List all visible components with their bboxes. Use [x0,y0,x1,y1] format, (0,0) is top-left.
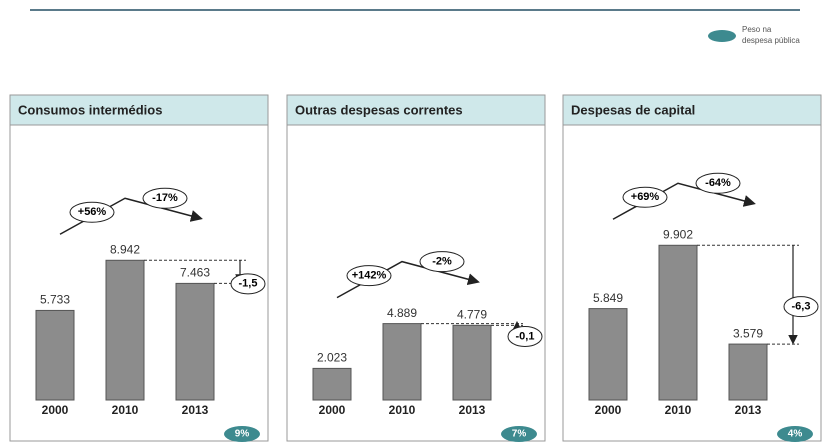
panel-header [562,94,822,126]
change-badge [419,251,465,273]
x-tick-label: 2010 [389,403,416,417]
value-label: 9.902 [663,227,693,241]
change-label: +142% [352,270,387,282]
share-badge [777,426,813,442]
panel-title: Outras despesas correntes [295,102,463,117]
share-badge [224,426,260,442]
bar [382,323,422,401]
bar [175,282,215,401]
change-label: +69% [631,191,660,203]
change-label: +56% [78,206,107,218]
arrow [59,197,203,235]
bar [452,324,492,401]
value-label: 2.023 [317,351,347,365]
bar [658,244,698,401]
value-label: 4.889 [387,306,417,320]
bar [105,259,145,401]
change-badge [69,201,115,223]
legend-label: Peso na [742,25,772,34]
x-tick-label: 2010 [665,403,692,417]
change-label: -17% [152,192,178,204]
diff-label: -6,3 [792,301,811,313]
x-tick-label: 2013 [182,403,209,417]
panel-title: Consumos intermédios [18,102,162,117]
diff-badge [783,296,819,318]
value-label: 8.942 [110,242,140,256]
panel-header [286,94,546,126]
change-badge [695,172,741,194]
legend-swatch [708,30,736,42]
x-tick-label: 2010 [112,403,139,417]
legend-label: despesa pública [742,36,800,45]
value-label: 3.579 [733,326,763,340]
bar [588,308,628,401]
x-tick-label: 2013 [735,403,762,417]
diff-label: -1,5 [239,278,258,290]
change-label: -2% [432,256,452,268]
value-label: 7.463 [180,266,210,280]
bar [728,343,768,401]
diff-badge [230,273,266,295]
bar [312,367,352,401]
arrow [336,260,480,299]
panel-title: Despesas de capital [571,102,695,117]
change-label: -64% [705,177,731,189]
share-badge [501,426,537,442]
arrow [612,182,756,220]
x-tick-label: 2000 [319,403,346,417]
share-label: 4% [788,429,803,440]
change-badge [142,187,188,209]
bar [35,309,75,401]
x-tick-label: 2013 [459,403,486,417]
value-label: 5.733 [40,293,70,307]
x-tick-label: 2000 [42,403,69,417]
x-tick-label: 2000 [595,403,622,417]
diff-label: -0,1 [516,330,535,342]
share-label: 7% [512,429,527,440]
share-label: 9% [235,429,250,440]
change-badge [346,265,392,287]
panel-header [9,94,269,126]
diff-badge [507,325,543,347]
change-badge [622,186,668,208]
value-label: 4.779 [457,308,487,322]
value-label: 5.849 [593,291,623,305]
